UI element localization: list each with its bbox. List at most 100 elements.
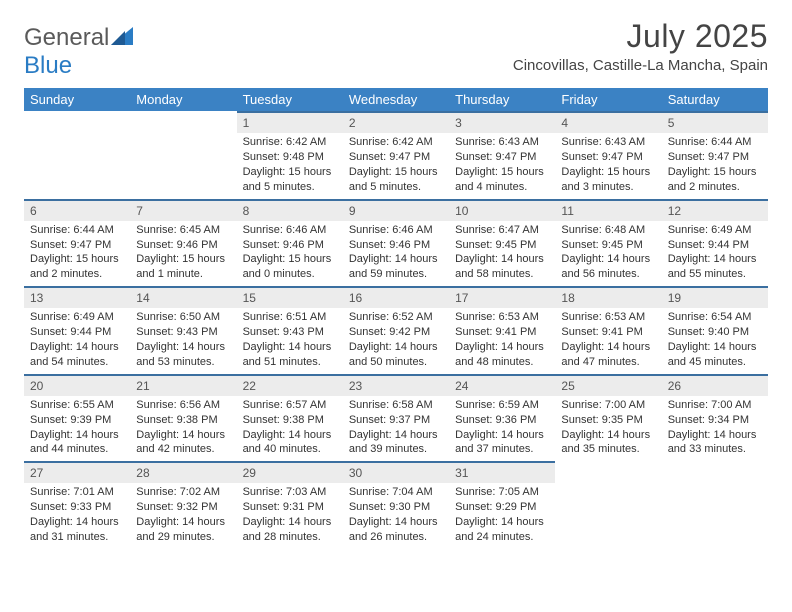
calendar-day-cell: .. — [24, 111, 130, 199]
sunset-text: Sunset: 9:47 PM — [668, 150, 762, 165]
sunset-text: Sunset: 9:35 PM — [561, 413, 655, 428]
weekday-header: Tuesday — [237, 88, 343, 111]
day-details: Sunrise: 6:48 AMSunset: 9:45 PMDaylight:… — [555, 221, 661, 286]
calendar-table: Sunday Monday Tuesday Wednesday Thursday… — [24, 88, 768, 549]
calendar-day-cell: 26Sunrise: 7:00 AMSunset: 9:34 PMDayligh… — [662, 374, 768, 462]
weekday-header: Saturday — [662, 88, 768, 111]
day-number: 2 — [343, 111, 449, 133]
day-details: Sunrise: 6:49 AMSunset: 9:44 PMDaylight:… — [24, 308, 130, 373]
sunrise-text: Sunrise: 6:53 AM — [455, 310, 549, 325]
calendar-day-cell: 6 Sunrise: 6:44 AMSunset: 9:47 PMDaylight… — [24, 199, 130, 287]
weekday-header: Monday — [130, 88, 236, 111]
day-details: Sunrise: 6:57 AMSunset: 9:38 PMDaylight:… — [237, 396, 343, 461]
sunrise-text: Sunrise: 6:44 AM — [30, 223, 124, 238]
sunset-text: Sunset: 9:40 PM — [668, 325, 762, 340]
weekday-header: Friday — [555, 88, 661, 111]
day-number: 31 — [449, 461, 555, 483]
sunrise-text: Sunrise: 6:42 AM — [243, 135, 337, 150]
day-number: 28 — [130, 461, 236, 483]
calendar-day-cell: 19Sunrise: 6:54 AMSunset: 9:40 PMDayligh… — [662, 286, 768, 374]
day-details: Sunrise: 6:49 AMSunset: 9:44 PMDaylight:… — [662, 221, 768, 286]
sunrise-text: Sunrise: 6:45 AM — [136, 223, 230, 238]
sunrise-text: Sunrise: 6:57 AM — [243, 398, 337, 413]
daylight-text: Daylight: 14 hours and 35 minutes. — [561, 428, 655, 458]
day-number: 20 — [24, 374, 130, 396]
sunset-text: Sunset: 9:39 PM — [30, 413, 124, 428]
daylight-text: Daylight: 14 hours and 39 minutes. — [349, 428, 443, 458]
calendar-day-cell: 4Sunrise: 6:43 AMSunset: 9:47 PMDaylight… — [555, 111, 661, 199]
sunset-text: Sunset: 9:46 PM — [349, 238, 443, 253]
calendar-day-cell: 31Sunrise: 7:05 AMSunset: 9:29 PMDayligh… — [449, 461, 555, 549]
calendar-day-cell: .. — [662, 461, 768, 549]
day-details: Sunrise: 7:05 AMSunset: 9:29 PMDaylight:… — [449, 483, 555, 548]
daylight-text: Daylight: 14 hours and 33 minutes. — [668, 428, 762, 458]
sunset-text: Sunset: 9:47 PM — [349, 150, 443, 165]
sunrise-text: Sunrise: 7:04 AM — [349, 485, 443, 500]
day-number: 26 — [662, 374, 768, 396]
daylight-text: Daylight: 14 hours and 58 minutes. — [455, 252, 549, 282]
day-details: Sunrise: 6:46 AMSunset: 9:46 PMDaylight:… — [237, 221, 343, 286]
day-details: Sunrise: 7:00 AMSunset: 9:35 PMDaylight:… — [555, 396, 661, 461]
month-title: July 2025 — [513, 18, 768, 55]
daylight-text: Daylight: 14 hours and 26 minutes. — [349, 515, 443, 545]
day-details: Sunrise: 6:43 AMSunset: 9:47 PMDaylight:… — [449, 133, 555, 198]
day-number: 18 — [555, 286, 661, 308]
sunset-text: Sunset: 9:33 PM — [30, 500, 124, 515]
sunset-text: Sunset: 9:37 PM — [349, 413, 443, 428]
day-number: 25 — [555, 374, 661, 396]
sunset-text: Sunset: 9:44 PM — [668, 238, 762, 253]
sunset-text: Sunset: 9:41 PM — [561, 325, 655, 340]
calendar-day-cell: 18Sunrise: 6:53 AMSunset: 9:41 PMDayligh… — [555, 286, 661, 374]
calendar-day-cell: 29Sunrise: 7:03 AMSunset: 9:31 PMDayligh… — [237, 461, 343, 549]
page-header: General Blue July 2025 Cincovillas, Cast… — [24, 18, 768, 80]
sunset-text: Sunset: 9:46 PM — [136, 238, 230, 253]
daylight-text: Daylight: 15 hours and 2 minutes. — [668, 165, 762, 195]
calendar-day-cell: 27Sunrise: 7:01 AMSunset: 9:33 PMDayligh… — [24, 461, 130, 549]
daylight-text: Daylight: 14 hours and 28 minutes. — [243, 515, 337, 545]
sunrise-text: Sunrise: 6:48 AM — [561, 223, 655, 238]
daylight-text: Daylight: 15 hours and 5 minutes. — [243, 165, 337, 195]
brand-name-part1: General — [24, 24, 109, 51]
sunrise-text: Sunrise: 6:59 AM — [455, 398, 549, 413]
sunset-text: Sunset: 9:47 PM — [561, 150, 655, 165]
day-details: Sunrise: 6:58 AMSunset: 9:37 PMDaylight:… — [343, 396, 449, 461]
day-details: Sunrise: 6:53 AMSunset: 9:41 PMDaylight:… — [555, 308, 661, 373]
day-details: Sunrise: 6:51 AMSunset: 9:43 PMDaylight:… — [237, 308, 343, 373]
day-number: 17 — [449, 286, 555, 308]
day-details: Sunrise: 6:46 AMSunset: 9:46 PMDaylight:… — [343, 221, 449, 286]
daylight-text: Daylight: 14 hours and 59 minutes. — [349, 252, 443, 282]
sunset-text: Sunset: 9:44 PM — [30, 325, 124, 340]
daylight-text: Daylight: 14 hours and 51 minutes. — [243, 340, 337, 370]
sunset-text: Sunset: 9:47 PM — [30, 238, 124, 253]
sunset-text: Sunset: 9:45 PM — [455, 238, 549, 253]
sunrise-text: Sunrise: 6:51 AM — [243, 310, 337, 325]
day-number: 19 — [662, 286, 768, 308]
sunset-text: Sunset: 9:43 PM — [243, 325, 337, 340]
calendar-week-row: 6Sunrise: 6:44 AMSunset: 9:47 PMDaylight… — [24, 199, 768, 287]
brand-sail-icon — [111, 27, 133, 50]
day-number: 6 — [24, 199, 130, 221]
weekday-header: Sunday — [24, 88, 130, 111]
day-number: 29 — [237, 461, 343, 483]
calendar-week-row: ....1Sunrise: 6:42 AMSunset: 9:48 PMDayl… — [24, 111, 768, 199]
calendar-day-cell: 5Sunrise: 6:44 AMSunset: 9:47 PMDaylight… — [662, 111, 768, 199]
daylight-text: Daylight: 14 hours and 44 minutes. — [30, 428, 124, 458]
sunrise-text: Sunrise: 7:01 AM — [30, 485, 124, 500]
brand-name-part2: Blue — [24, 52, 72, 79]
daylight-text: Daylight: 14 hours and 48 minutes. — [455, 340, 549, 370]
sunrise-text: Sunrise: 6:56 AM — [136, 398, 230, 413]
day-details: Sunrise: 7:03 AMSunset: 9:31 PMDaylight:… — [237, 483, 343, 548]
calendar-day-cell: 20Sunrise: 6:55 AMSunset: 9:39 PMDayligh… — [24, 374, 130, 462]
day-number: 10 — [449, 199, 555, 221]
daylight-text: Daylight: 15 hours and 1 minute. — [136, 252, 230, 282]
sunrise-text: Sunrise: 6:46 AM — [243, 223, 337, 238]
day-number: 5 — [662, 111, 768, 133]
calendar-week-row: 20Sunrise: 6:55 AMSunset: 9:39 PMDayligh… — [24, 374, 768, 462]
weekday-header-row: Sunday Monday Tuesday Wednesday Thursday… — [24, 88, 768, 111]
sunrise-text: Sunrise: 6:49 AM — [668, 223, 762, 238]
calendar-week-row: 13Sunrise: 6:49 AMSunset: 9:44 PMDayligh… — [24, 286, 768, 374]
daylight-text: Daylight: 15 hours and 2 minutes. — [30, 252, 124, 282]
day-number: 12 — [662, 199, 768, 221]
daylight-text: Daylight: 15 hours and 5 minutes. — [349, 165, 443, 195]
calendar-day-cell: 30Sunrise: 7:04 AMSunset: 9:30 PMDayligh… — [343, 461, 449, 549]
